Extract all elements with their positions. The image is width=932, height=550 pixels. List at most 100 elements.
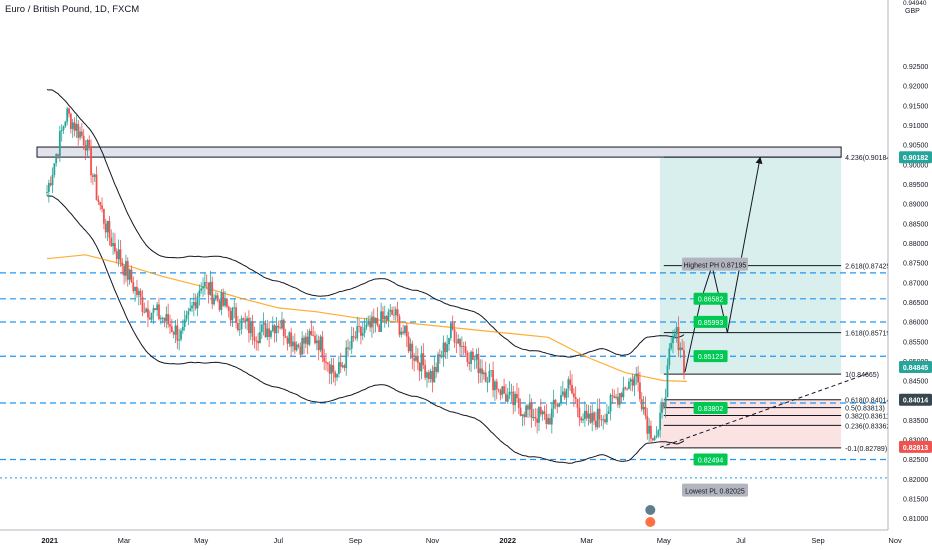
candle-body <box>569 379 572 385</box>
pivot-tag-box <box>693 292 728 305</box>
candle-body <box>275 325 278 334</box>
candle-body <box>369 320 371 328</box>
candle-body <box>565 388 568 398</box>
fib-level-label: 0.382(0.83611) <box>845 414 892 421</box>
price-badge-label: 0.84014 <box>903 398 928 405</box>
candle-body <box>266 328 269 338</box>
candle-body <box>156 304 159 311</box>
candle-body <box>191 305 193 309</box>
candle-body <box>505 393 507 402</box>
candle-body <box>420 353 423 372</box>
candle-body <box>321 336 324 358</box>
fib-level-label: 0.618(0.84014) <box>845 398 892 405</box>
candle-body <box>90 148 92 176</box>
candle-body <box>670 343 673 349</box>
candle-body <box>57 154 59 157</box>
pivot-tag-box <box>693 453 728 466</box>
price-badge <box>899 151 932 164</box>
candle-body <box>150 312 153 320</box>
candle-body <box>103 208 105 224</box>
candle-body <box>510 391 513 393</box>
candle-body <box>661 403 663 413</box>
candle-body <box>189 308 192 312</box>
candle-body <box>615 396 617 398</box>
candle-body <box>418 362 421 372</box>
candle-body <box>134 286 137 292</box>
candle-body <box>514 393 517 406</box>
candle-body <box>516 393 518 399</box>
candle-body <box>385 316 388 321</box>
candle-body <box>411 343 414 359</box>
candle-body <box>97 199 100 202</box>
candle-body <box>433 366 436 383</box>
candle-body <box>494 381 496 391</box>
candle-body <box>668 348 671 366</box>
candle-body <box>242 318 245 320</box>
candle-body <box>624 387 627 389</box>
candle-body <box>95 174 98 200</box>
candle-body <box>314 335 316 344</box>
candle-body <box>130 269 133 283</box>
candle-body <box>303 337 305 344</box>
candle-body <box>295 344 298 351</box>
candle-body <box>77 123 80 138</box>
candle-body <box>174 325 177 335</box>
candle-body <box>466 352 469 362</box>
candle-body <box>114 243 116 252</box>
candle-body <box>413 358 416 361</box>
pivot-tag-label: Lowest PL 0.82025 <box>685 489 745 496</box>
candle-body <box>207 282 210 295</box>
candle-body <box>147 308 149 318</box>
price-tick-label: 0.92000 <box>903 84 928 91</box>
candle-body <box>126 261 129 280</box>
candle-body <box>626 388 628 390</box>
candle-body <box>475 353 478 360</box>
time-tick-label: May <box>194 536 208 545</box>
candle-body <box>503 386 505 394</box>
candle-body <box>348 348 351 350</box>
candle-body <box>429 371 432 380</box>
pivot-tag-label: 0.82494 <box>698 457 723 464</box>
candle-body <box>637 373 639 383</box>
price-tick-label: 0.83500 <box>903 418 928 425</box>
time-axis: 2021 Mar May Jul Sep Nov 2022 Mar May Jul Sep Nov <box>0 529 932 550</box>
candle-body <box>238 329 241 331</box>
candle-body <box>281 319 283 329</box>
candle-body <box>488 370 491 382</box>
candle-body <box>539 407 542 415</box>
fib-level-label: 4.236(0.90184) <box>845 155 892 162</box>
pivot-tag-gray: Lowest PL 0.82025 <box>681 483 748 497</box>
candle-body <box>200 288 203 291</box>
candle-body <box>211 281 214 305</box>
candle-body <box>517 398 520 408</box>
candle-body <box>88 139 91 149</box>
pivot-tag-box <box>681 483 748 497</box>
candle-body <box>310 331 313 335</box>
candle-body <box>651 438 654 441</box>
price-tick-label: 0.91000 <box>903 123 928 130</box>
candle-body <box>402 331 405 334</box>
candle-body <box>635 373 638 377</box>
candle-body <box>484 372 487 383</box>
candle-body <box>622 387 625 398</box>
candle-body <box>163 317 166 321</box>
price-tick-label: 0.85500 <box>903 339 928 346</box>
candle-body <box>248 318 250 334</box>
candle-body <box>532 417 535 419</box>
candle-body <box>440 356 443 358</box>
candle-body <box>306 336 309 345</box>
candle-body <box>464 346 467 353</box>
candle-body <box>448 338 450 345</box>
upper-band-line <box>46 89 685 358</box>
candle-body <box>455 342 458 344</box>
candle-body <box>178 339 181 341</box>
fib-level-label: 1(0.84665) <box>845 372 879 379</box>
candle-body <box>91 175 94 177</box>
candle-body <box>620 393 623 398</box>
price-tick-label: 0.88500 <box>903 221 928 228</box>
candle-body <box>161 317 164 319</box>
candle-body <box>552 399 555 409</box>
candle-body <box>279 327 282 329</box>
candle-body <box>591 412 594 423</box>
candle-body <box>332 365 335 373</box>
